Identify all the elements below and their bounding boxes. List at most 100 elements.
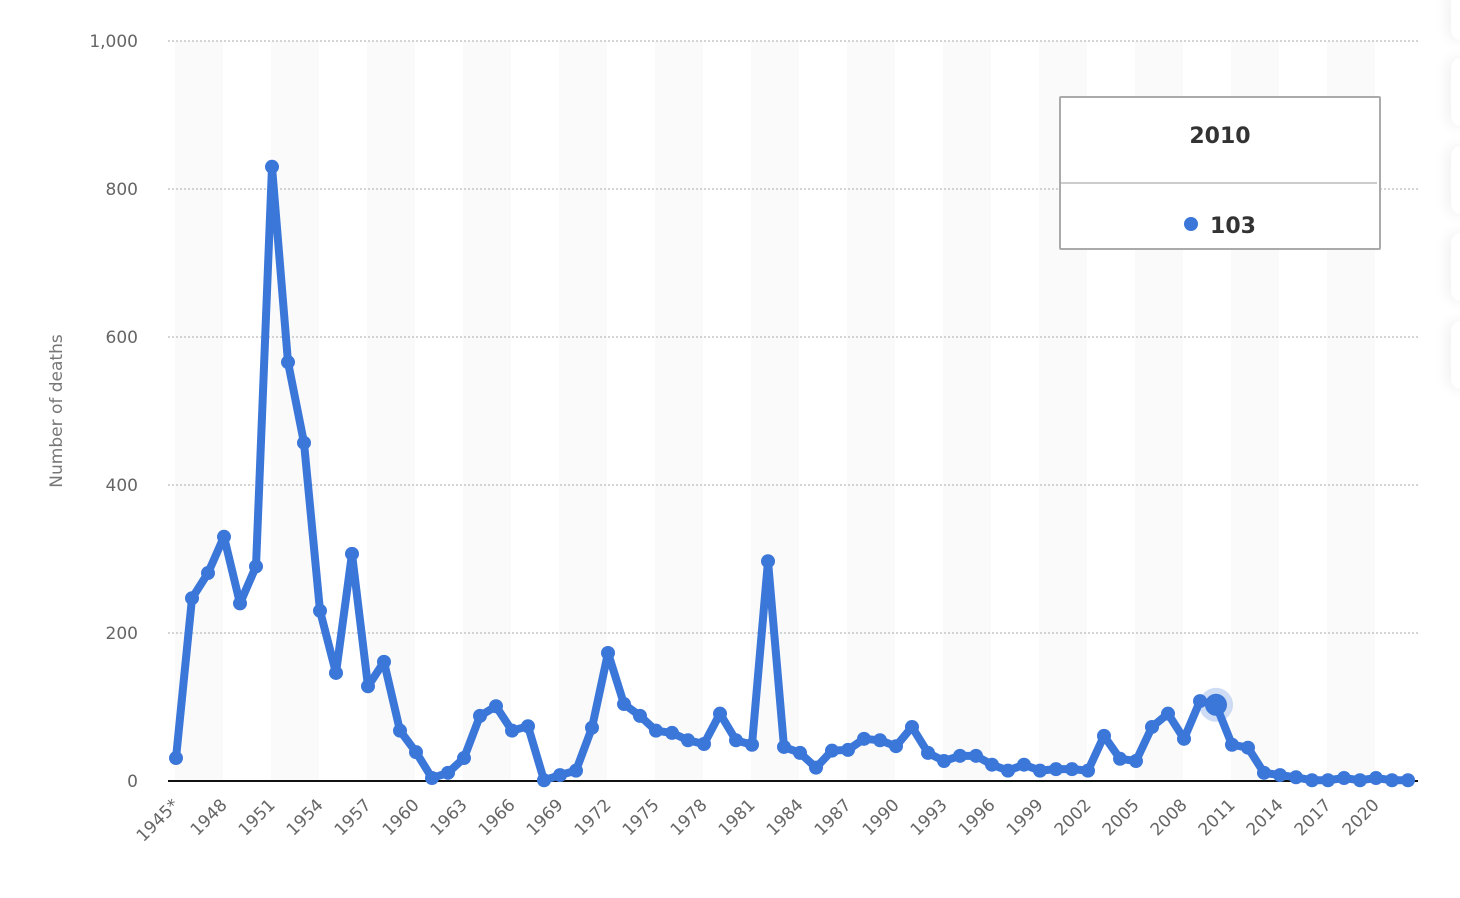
data-point (937, 754, 951, 769)
x-tick-label: 1966 (475, 795, 520, 840)
data-point (665, 725, 679, 740)
y-tick-label: 1,000 (89, 32, 138, 52)
data-point (361, 679, 375, 694)
data-point (809, 760, 823, 775)
data-point (345, 546, 359, 561)
x-tick-label: 2011 (1195, 795, 1240, 840)
data-point (1193, 694, 1207, 709)
data-point (1385, 773, 1399, 788)
data-point (329, 665, 343, 680)
data-point (1273, 768, 1287, 783)
x-tick-label: 2008 (1147, 795, 1192, 840)
data-point (889, 739, 903, 754)
data-point (377, 654, 391, 669)
background-band (655, 41, 703, 781)
x-tick-label: 1987 (811, 795, 856, 840)
data-point (841, 742, 855, 757)
data-point (761, 554, 775, 569)
x-tick-label: 1981 (715, 795, 760, 840)
data-point (1401, 773, 1415, 788)
data-point (233, 596, 247, 611)
data-point (393, 723, 407, 738)
data-point (505, 723, 519, 738)
data-point (185, 591, 199, 606)
data-point (969, 748, 983, 763)
data-point (953, 748, 967, 763)
data-point (1161, 706, 1175, 721)
y-tick-label: 200 (106, 624, 138, 644)
side-panel-card[interactable] (1451, 0, 1460, 40)
background-band (463, 41, 511, 781)
data-point (873, 733, 887, 748)
data-point (825, 743, 839, 758)
data-point (1065, 762, 1079, 777)
data-point (1145, 719, 1159, 734)
x-tick-label: 2017 (1291, 795, 1336, 840)
side-panel-card[interactable] (1451, 233, 1460, 301)
data-point (985, 757, 999, 772)
data-point (297, 435, 311, 450)
data-point (617, 697, 631, 712)
x-tick-label: 1954 (283, 795, 328, 840)
data-point (473, 708, 487, 723)
data-point (1321, 773, 1335, 788)
data-point (585, 720, 599, 735)
y-tick-label: 0 (127, 772, 138, 792)
data-point (857, 731, 871, 746)
data-point (425, 771, 439, 786)
data-point (409, 745, 423, 760)
data-point (1257, 765, 1271, 780)
tooltip-title: 2010 (1189, 124, 1251, 149)
x-tick-label: 1990 (859, 795, 904, 840)
data-point (1113, 751, 1127, 766)
data-point (265, 159, 279, 174)
side-panel-card[interactable] (1451, 321, 1460, 389)
background-band (943, 41, 991, 781)
x-tick-label: 2002 (1051, 795, 1096, 840)
data-point (1305, 773, 1319, 788)
data-point (1097, 728, 1111, 743)
data-point (489, 699, 503, 714)
data-point (281, 355, 295, 370)
x-tick-label: 1963 (427, 795, 472, 840)
data-point (1129, 754, 1143, 769)
background-band (367, 41, 415, 781)
data-point (729, 733, 743, 748)
data-point (1033, 763, 1047, 778)
data-point (1353, 773, 1367, 788)
x-tick-label: 1969 (523, 795, 568, 840)
data-point (681, 733, 695, 748)
data-point (217, 529, 231, 544)
data-point (793, 745, 807, 760)
data-point (1017, 757, 1031, 772)
data-point (1001, 763, 1015, 778)
tooltip-divider (1061, 182, 1377, 184)
background-band (559, 41, 607, 781)
data-point (249, 559, 263, 574)
side-panel-card[interactable] (1451, 146, 1460, 214)
x-tick-label: 1975 (619, 795, 664, 840)
data-point (1289, 770, 1303, 785)
x-tick-label: 1999 (1003, 795, 1048, 840)
data-point (601, 645, 615, 660)
x-tick-label: 1978 (667, 795, 712, 840)
x-tick-label: 1984 (763, 795, 808, 840)
data-point (521, 719, 535, 734)
data-point (1241, 740, 1255, 755)
data-point (745, 737, 759, 752)
data-point (921, 745, 935, 760)
data-point (313, 603, 327, 618)
x-tick-label: 2005 (1099, 795, 1144, 840)
y-axis-label: Number of deaths (47, 334, 67, 488)
x-tick-label: 1960 (379, 795, 424, 840)
x-tick-label: 2020 (1339, 795, 1384, 840)
data-point (537, 773, 551, 788)
data-point (1225, 737, 1239, 752)
x-tick-label: 1951 (235, 795, 280, 840)
data-point (457, 751, 471, 766)
x-tick-label: 1945* (133, 795, 184, 846)
x-tick-label: 1948 (187, 795, 232, 840)
side-panel-card[interactable] (1451, 58, 1460, 126)
x-tick-label: 1957 (331, 795, 376, 840)
